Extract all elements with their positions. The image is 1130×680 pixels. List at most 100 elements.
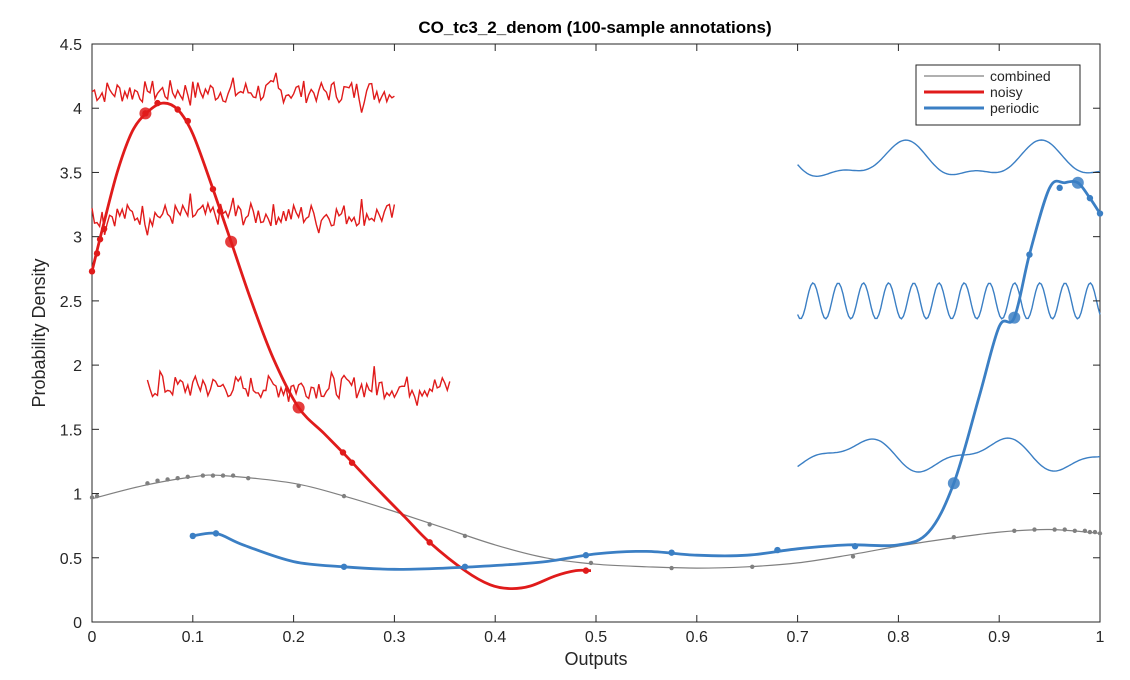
annotation-trace-noisy xyxy=(91,193,396,236)
point-periodic xyxy=(582,552,590,559)
point-combined xyxy=(89,495,95,500)
point-combined xyxy=(165,477,170,482)
large-point-periodic xyxy=(947,477,960,490)
point-noisy xyxy=(174,106,181,113)
y-tick-label: 3 xyxy=(73,230,82,247)
large-point-noisy xyxy=(225,235,238,248)
point-combined xyxy=(94,493,100,499)
point-periodic xyxy=(189,532,196,540)
x-tick-label: 1 xyxy=(1096,629,1105,646)
y-tick-label: 1 xyxy=(73,487,82,504)
point-combined xyxy=(230,473,236,478)
y-tick-label: 0 xyxy=(73,615,82,632)
point-periodic xyxy=(1086,194,1094,202)
x-tick-label: 0 xyxy=(88,629,97,646)
point-periodic xyxy=(851,543,859,550)
point-combined xyxy=(210,473,216,478)
large-point-periodic xyxy=(1008,311,1021,324)
point-noisy xyxy=(154,99,161,107)
x-tick-label: 0.9 xyxy=(988,629,1010,646)
y-tick-label: 2 xyxy=(73,358,82,375)
y-axis-title: Probability Density xyxy=(29,258,49,407)
y-tick-label: 0.5 xyxy=(60,551,82,568)
legend-box xyxy=(915,64,1081,126)
point-combined xyxy=(145,481,150,486)
plot-frame xyxy=(91,43,1101,623)
x-tick-label: 0.8 xyxy=(887,629,909,646)
x-axis-title: Outputs xyxy=(564,649,627,669)
point-periodic xyxy=(1056,184,1063,192)
point-noisy xyxy=(426,539,433,546)
x-tick-label: 0.3 xyxy=(383,629,405,646)
point-combined xyxy=(155,478,160,483)
point-combined xyxy=(669,565,674,571)
point-combined xyxy=(462,533,468,539)
y-tick-label: 4.5 xyxy=(60,37,82,54)
point-noisy xyxy=(348,459,356,466)
y-tick-label: 4 xyxy=(73,101,82,118)
y-tick-label: 3.5 xyxy=(60,165,82,182)
point-combined xyxy=(1082,528,1088,534)
annotation-layer xyxy=(91,72,1101,473)
chart-title: CO_tc3_2_denom (100-sample annotations) xyxy=(418,18,771,37)
point-combined xyxy=(1092,529,1098,535)
point-combined xyxy=(1087,529,1093,535)
point-combined xyxy=(296,483,301,489)
plot-area xyxy=(91,43,1101,623)
annotation-trace-periodic xyxy=(797,437,1101,473)
point-combined xyxy=(850,554,856,559)
point-combined xyxy=(220,473,226,478)
annotation-trace-periodic xyxy=(796,282,1101,320)
series-periodic xyxy=(189,176,1104,571)
tick-layer: 0 0.1 0.2 0.3 0.4 0.5 0.6 0.7 0.8 0.9 1 0 0.5 1 1.5 2 2.… xyxy=(60,37,1105,646)
point-combined xyxy=(1032,527,1037,532)
x-tick-label: 0.7 xyxy=(786,629,808,646)
point-noisy xyxy=(216,207,224,215)
y-tick-label: 2.5 xyxy=(60,294,82,311)
point-noisy xyxy=(339,449,347,456)
point-noisy xyxy=(100,225,108,233)
series-noisy xyxy=(88,99,592,591)
point-combined xyxy=(427,522,432,527)
point-noisy xyxy=(93,250,101,257)
y-tick-label: 1.5 xyxy=(60,422,82,439)
point-combined xyxy=(200,473,206,478)
annotation-trace-noisy xyxy=(146,366,451,406)
series-line-combined xyxy=(91,474,1101,569)
point-combined xyxy=(341,493,347,499)
point-combined xyxy=(246,475,251,481)
point-periodic xyxy=(1096,210,1104,217)
annotation-trace-periodic xyxy=(797,139,1101,178)
point-noisy xyxy=(582,567,590,574)
point-periodic xyxy=(668,549,675,556)
point-combined xyxy=(1062,527,1067,532)
point-periodic xyxy=(1026,251,1033,258)
large-point-periodic xyxy=(1071,176,1084,189)
x-tick-label: 0.5 xyxy=(585,629,607,646)
series-layer xyxy=(88,99,1104,591)
annotation-trace-noisy xyxy=(91,72,395,113)
large-point-noisy xyxy=(139,107,152,120)
point-combined xyxy=(175,475,180,481)
point-noisy xyxy=(209,185,217,193)
series-combined xyxy=(89,473,1103,571)
large-point-noisy xyxy=(292,401,305,414)
point-noisy xyxy=(184,117,191,125)
point-noisy xyxy=(96,236,104,243)
legend-label-periodic: periodic xyxy=(990,100,1039,116)
x-tick-label: 0.6 xyxy=(686,629,708,646)
point-combined xyxy=(1012,528,1017,534)
point-combined xyxy=(185,474,190,480)
point-combined xyxy=(1072,528,1078,534)
x-tick-label: 0.2 xyxy=(282,629,304,646)
point-periodic xyxy=(461,563,469,570)
x-tick-label: 0.4 xyxy=(484,629,506,646)
point-periodic xyxy=(774,546,781,554)
point-combined xyxy=(1052,527,1057,532)
legend-label-combined: combined xyxy=(990,68,1051,84)
point-combined xyxy=(951,535,957,540)
x-tick-label: 0.1 xyxy=(182,629,204,646)
point-periodic xyxy=(212,530,220,537)
